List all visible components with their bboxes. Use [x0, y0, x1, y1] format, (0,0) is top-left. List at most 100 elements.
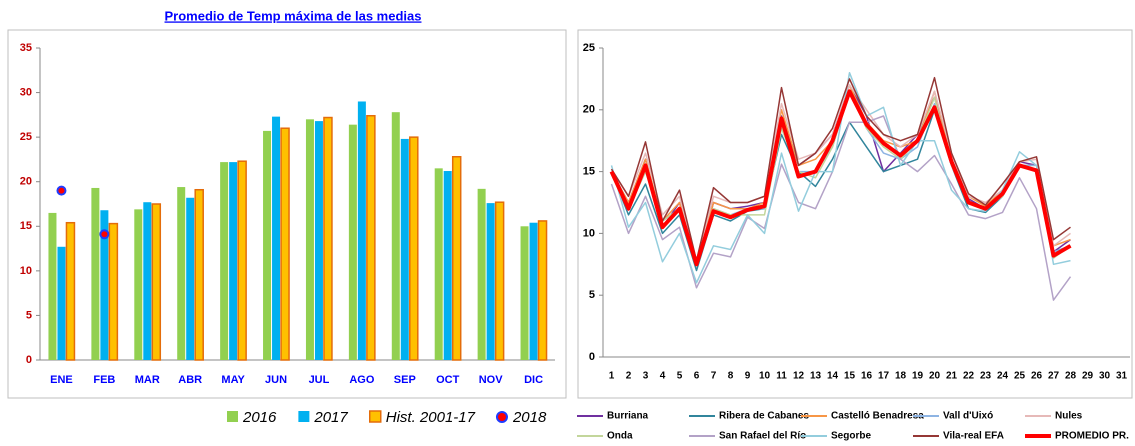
bar [494, 201, 505, 361]
bar [305, 119, 314, 360]
x-tick-label: ABR [178, 374, 202, 386]
bar [100, 210, 109, 360]
legend-marker [227, 411, 238, 422]
bar [391, 112, 400, 360]
bar [280, 127, 290, 361]
marker [56, 185, 67, 196]
marker [99, 229, 110, 240]
x-tick-label: 6 [694, 371, 700, 382]
x-tick-label: 8 [728, 371, 734, 382]
bar [194, 188, 204, 361]
x-tick-label: 5 [677, 371, 683, 382]
y-tick-label: 20 [20, 176, 32, 188]
bar [400, 138, 409, 360]
bar [272, 116, 281, 360]
legend-label: 2016 [242, 409, 277, 426]
legend-label: Burriana [607, 411, 649, 422]
y-tick-label: 30 [20, 86, 32, 98]
legend-label: 2018 [512, 409, 547, 426]
legend-label: 2017 [313, 409, 348, 426]
bar [537, 220, 548, 361]
legend-label: Castelló Benadresa [831, 411, 924, 422]
x-tick-label: 19 [912, 371, 924, 382]
x-tick-label: FEB [93, 374, 115, 386]
bar [177, 187, 186, 360]
x-tick-label: 30 [1099, 371, 1111, 382]
bar [520, 226, 529, 360]
x-tick-label: DIC [524, 374, 543, 386]
bar [48, 212, 57, 360]
x-tick-label: 11 [776, 371, 787, 382]
y-tick-label: 0 [26, 354, 32, 366]
x-tick-label: 1 [609, 371, 615, 382]
legend-label: PROMEDIO PR. [1055, 431, 1129, 442]
y-tick-label: 10 [583, 227, 595, 239]
x-tick-label: 7 [711, 371, 717, 382]
legend-label: Onda [607, 431, 633, 442]
legend-label: Segorbe [831, 431, 871, 442]
bar [237, 160, 247, 361]
bar [451, 156, 462, 361]
x-tick-label: MAY [221, 374, 245, 386]
bar [220, 162, 229, 360]
line [609, 89, 1072, 267]
x-tick-label: SEP [394, 374, 416, 386]
x-tick-label: 3 [643, 371, 649, 382]
x-tick-label: 15 [844, 371, 856, 382]
x-tick-label: 22 [963, 371, 975, 382]
bar [65, 221, 76, 361]
y-tick-label: 25 [583, 42, 595, 54]
x-tick-label: 28 [1065, 371, 1077, 382]
bar [91, 187, 100, 360]
bar [134, 209, 143, 360]
line [610, 76, 1071, 262]
bar [477, 188, 486, 360]
bar [186, 197, 195, 360]
x-tick-label: 13 [810, 371, 822, 382]
bar [151, 203, 162, 361]
legend-label: Vall d'Uixó [943, 411, 993, 422]
chart-title: Promedio de Temp máxima de las medias [165, 8, 422, 23]
bar [409, 136, 419, 361]
x-tick-label: 29 [1082, 371, 1094, 382]
bar [143, 202, 152, 360]
x-tick-label: 9 [745, 371, 751, 382]
legend-label: San Rafael del Río [719, 431, 806, 442]
x-tick-label: 20 [929, 371, 941, 382]
legend-label: Ribera de Cabanes [719, 411, 809, 422]
legend-label: Nules [1055, 411, 1083, 422]
x-tick-label: ENE [50, 374, 73, 386]
bar [57, 246, 66, 360]
legend-marker [298, 411, 310, 422]
x-tick-label: 21 [946, 371, 958, 382]
bar [108, 222, 119, 361]
x-tick-label: JUL [309, 374, 330, 386]
bar [229, 162, 238, 360]
y-tick-label: 20 [583, 104, 595, 116]
legend-marker [369, 410, 382, 423]
bar [314, 121, 323, 361]
x-tick-label: 27 [1048, 371, 1060, 382]
x-tick-label: NOV [479, 374, 504, 386]
legend-marker [495, 411, 508, 423]
bar [348, 124, 357, 360]
y-tick-label: 5 [589, 289, 595, 301]
y-tick-label: 15 [20, 220, 32, 232]
legend-label: Vila-real EFA [943, 431, 1004, 442]
y-tick-label: 35 [20, 42, 32, 54]
bar [443, 171, 452, 360]
bar [434, 168, 443, 360]
x-tick-label: 16 [861, 371, 873, 382]
bar [357, 101, 366, 360]
y-tick-label: 5 [26, 309, 32, 321]
x-tick-label: MAR [135, 374, 160, 386]
y-tick-label: 0 [589, 351, 595, 363]
bar [323, 116, 333, 361]
x-tick-label: JUN [265, 374, 287, 386]
bar [366, 114, 376, 361]
bar [529, 222, 538, 360]
x-tick-label: 18 [895, 371, 907, 382]
bar [263, 130, 272, 360]
x-tick-label: 23 [980, 371, 992, 382]
